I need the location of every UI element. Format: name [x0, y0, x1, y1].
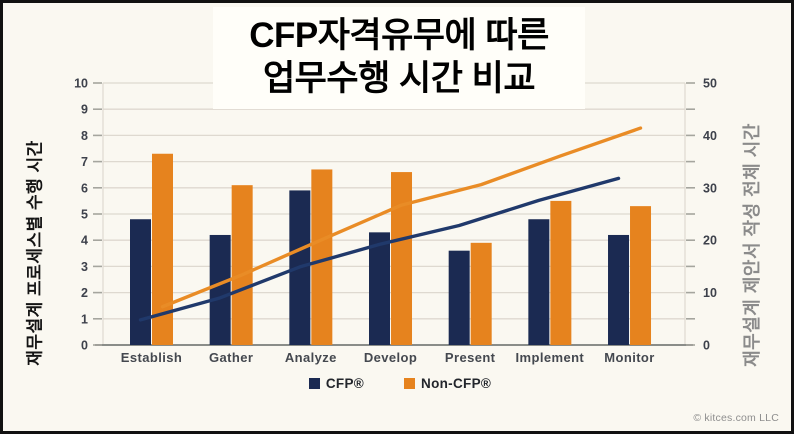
chart-title-box: CFP자격유무에 따른 업무수행 시간 비교 [213, 7, 585, 109]
left-axis-tick-label: 4 [81, 234, 88, 248]
bar-non-cfp-monitor [630, 206, 652, 345]
left-axis-tick-label: 0 [81, 339, 88, 353]
legend-item-non-cfp: Non-CFP® [404, 376, 491, 391]
left-axis-tick-label: 2 [81, 286, 88, 300]
right-axis-tick-label: 50 [703, 77, 717, 91]
left-axis-tick-label: 8 [81, 129, 88, 143]
bar-non-cfp-implement [550, 200, 572, 345]
left-axis-tick-label: 6 [81, 181, 88, 195]
right-axis-tick-label: 20 [703, 234, 717, 248]
bar-cfp-develop [369, 232, 391, 345]
bar-non-cfp-analyze [311, 169, 333, 345]
bar-non-cfp-develop [391, 172, 413, 345]
x-axis-label-present: Present [445, 350, 496, 365]
x-axis-label-develop: Develop [364, 350, 417, 365]
left-axis-tick-label: 7 [81, 155, 88, 169]
copyright-text: © kitces.com LLC [693, 412, 779, 424]
x-axis-label-monitor: Monitor [604, 350, 654, 365]
bar-cfp-present [448, 250, 470, 345]
bar-non-cfp-establish [152, 153, 173, 345]
bar-cfp-gather [209, 234, 231, 345]
left-axis-title: 재무설계 프로세스별 수행 시간 [25, 140, 45, 366]
left-axis-tick-label: 9 [81, 103, 88, 117]
bar-non-cfp-present [470, 242, 492, 345]
legend-swatch-non-cfp [404, 378, 416, 389]
chart-legend: CFP® Non-CFP® [3, 376, 791, 391]
right-axis-tick-label: 0 [703, 339, 710, 353]
chart-title-line-2: 업무수행 시간 비교 [262, 59, 536, 98]
legend-label-non-cfp: Non-CFP® [421, 376, 492, 391]
legend-label-cfp: CFP® [325, 376, 365, 391]
bar-non-cfp-gather [231, 185, 253, 345]
right-axis-tick-label: 40 [703, 129, 717, 143]
right-axis-title: 재무설계 제안서 작성 전체 시간 [742, 123, 762, 367]
x-axis-label-implement: Implement [516, 350, 585, 365]
x-axis-label-gather: Gather [209, 350, 253, 365]
left-axis-tick-label: 10 [74, 77, 88, 91]
right-axis-tick-label: 30 [703, 181, 717, 195]
legend-item-cfp: CFP® [308, 376, 365, 391]
left-axis-tick-label: 5 [81, 208, 88, 222]
chart-title-line-1: CFP자격유무에 따른 [249, 16, 549, 56]
combo-chart-canvas: 0 1 2 3 4 5 6 7 8 9 10 0 10 20 30 40 50 Establish Gather An… [74, 77, 717, 366]
bar-cfp-establish [130, 219, 151, 345]
bar-cfp-monitor [608, 234, 630, 345]
bar-cfp-implement [528, 219, 550, 345]
line-cfp-cumulative-total [138, 176, 621, 322]
left-axis-tick-label: 3 [81, 260, 88, 274]
x-axis-label-establish: Establish [121, 350, 182, 365]
legend-swatch-cfp [308, 378, 320, 389]
line-non-cfp-cumulative-total [160, 126, 643, 309]
right-axis-tick-label: 10 [703, 286, 717, 300]
x-axis-label-analyze: Analyze [285, 350, 337, 365]
left-axis-tick-label: 1 [81, 312, 88, 326]
